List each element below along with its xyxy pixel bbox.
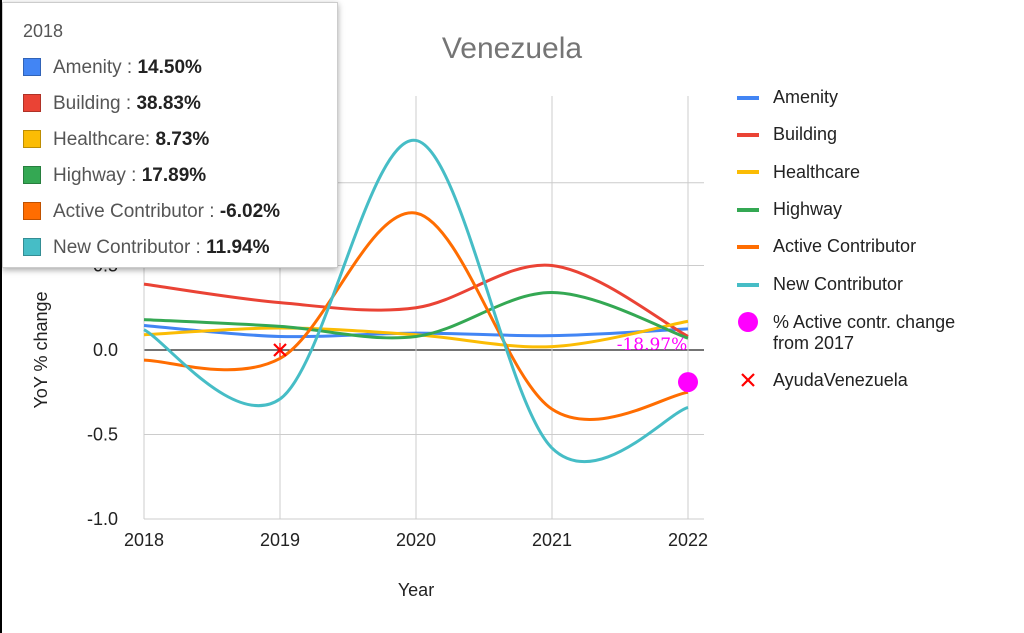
tooltip-row: Active Contributor : -6.02% xyxy=(23,201,280,223)
legend-item-amenity[interactable]: Amenity xyxy=(773,87,839,107)
tooltip-row: Amenity : 14.50% xyxy=(23,57,202,79)
tooltip-row: Highway : 17.89% xyxy=(23,165,206,187)
grid-lines xyxy=(143,96,704,520)
legend-item-building[interactable]: Building xyxy=(773,124,838,144)
legend-item-highway[interactable]: Highway xyxy=(773,199,843,219)
tooltip-value: 8.73% xyxy=(155,129,210,150)
y-tick-label: -0.5 xyxy=(87,425,118,445)
x-axis-title: Year xyxy=(398,580,434,600)
tooltip-separator: : xyxy=(125,165,142,186)
active-change-label: -18.97% xyxy=(617,335,688,355)
legend-symbols xyxy=(737,96,759,387)
tooltip-swatch xyxy=(23,130,41,148)
tooltip-label: Active Contributor xyxy=(53,201,205,222)
legend-swatch-ayudavenezuela xyxy=(741,373,755,387)
tooltip-separator: : xyxy=(120,93,137,114)
legend-item-active-change-line2: from 2017 xyxy=(773,333,855,353)
active-change-point[interactable] xyxy=(678,372,698,393)
chart-title: Venezuela xyxy=(442,32,582,65)
tooltip-label: Amenity xyxy=(53,57,122,78)
tooltip-swatch xyxy=(23,202,41,220)
tooltip-row: Healthcare: 8.73% xyxy=(23,129,209,151)
tooltip-row: New Contributor : 11.94% xyxy=(23,237,270,259)
series-line-new-contributor[interactable] xyxy=(143,138,689,464)
tooltip-swatch xyxy=(23,94,41,112)
tooltip: 2018 Amenity : 14.50% Building : 38.83% He… xyxy=(2,2,338,268)
tooltip-swatch xyxy=(23,238,41,256)
series-line-active-contributor[interactable] xyxy=(143,211,689,421)
tooltip-separator: : xyxy=(121,57,138,78)
tooltip-value: 38.83% xyxy=(136,93,201,114)
tooltip-title: 2018 xyxy=(23,21,64,41)
legend-item-healthcare[interactable]: Healthcare xyxy=(773,162,861,182)
tooltip-label: Building xyxy=(53,93,121,114)
tooltip-label: New Contributor xyxy=(53,237,191,258)
tooltip-separator: : xyxy=(204,201,220,222)
series-line-highway[interactable] xyxy=(143,291,689,340)
tooltip-value: 14.50% xyxy=(137,57,202,78)
series-line-amenity[interactable] xyxy=(143,323,689,339)
legend-swatch-active-change xyxy=(738,312,758,332)
tooltip-swatch xyxy=(23,58,41,76)
x-tick-label: 2020 xyxy=(396,530,436,550)
tooltip-separator: : xyxy=(144,129,156,150)
series-line-building[interactable] xyxy=(143,263,689,338)
tooltip-separator: : xyxy=(190,237,207,258)
y-tick-label: -1.0 xyxy=(87,509,118,529)
y-tick-label: 0.0 xyxy=(93,340,118,360)
series-line-healthcare[interactable] xyxy=(143,319,689,349)
x-tick-label: 2019 xyxy=(260,530,300,550)
tooltip-value: 11.94% xyxy=(206,237,270,258)
tooltip-value: 17.89% xyxy=(141,165,207,186)
tooltip-label: Highway xyxy=(53,165,126,186)
legend-item-active-change[interactable]: % Active contr. change xyxy=(773,312,956,332)
legend-item-active-contributor[interactable]: Active Contributor xyxy=(773,236,917,256)
tooltip-row: Building : 38.83% xyxy=(23,93,201,115)
y-axis-title: YoY % change xyxy=(31,291,51,408)
x-tick-label: 2018 xyxy=(124,530,164,550)
markers-layer: -18.97% xyxy=(273,335,698,393)
tooltip-value: -6.02% xyxy=(219,201,281,222)
tooltip-label: Healthcare xyxy=(53,129,145,150)
legend-item-ayudavenezuela[interactable]: AyudaVenezuela xyxy=(773,370,908,390)
legend-item-new-contributor[interactable]: New Contributor xyxy=(773,274,904,294)
series-layer xyxy=(143,138,689,464)
ayudavenezuela-marker[interactable] xyxy=(273,343,287,357)
x-tick-label: 2022 xyxy=(668,530,708,550)
x-tick-label: 2021 xyxy=(532,530,572,550)
tooltip-swatch xyxy=(23,166,41,184)
